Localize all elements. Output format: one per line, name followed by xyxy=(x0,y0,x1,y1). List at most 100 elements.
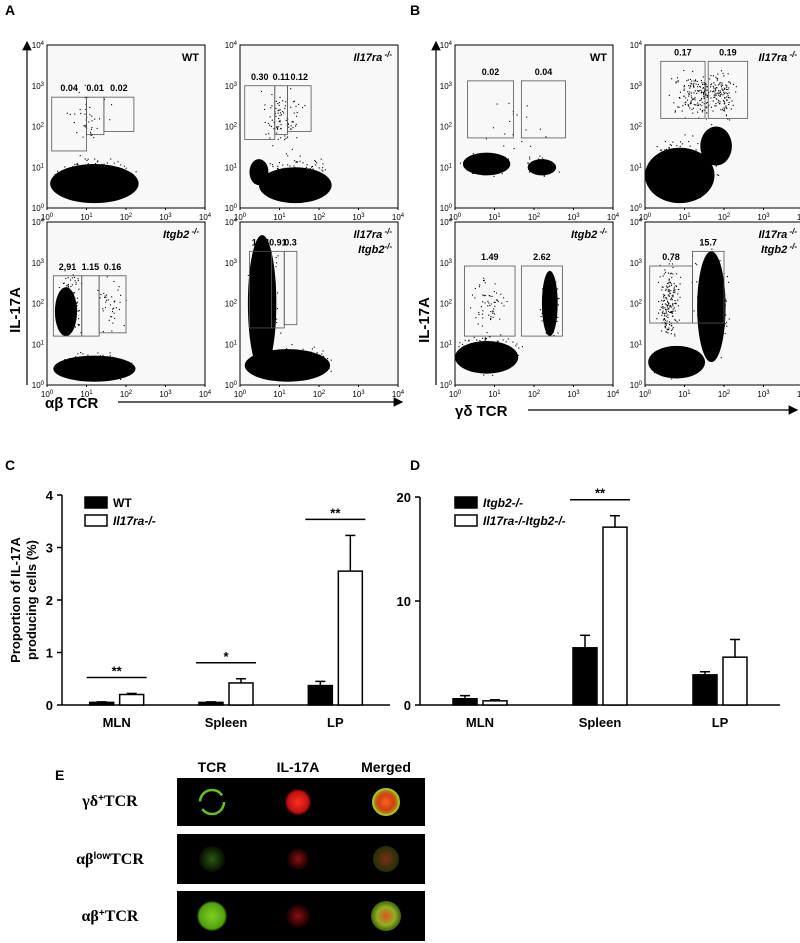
event-dot xyxy=(71,277,73,279)
event-dot xyxy=(111,367,113,369)
x-tick-label: 103 xyxy=(352,213,365,222)
event-dot xyxy=(497,357,499,359)
event-dot xyxy=(494,170,496,172)
event-dot xyxy=(285,349,287,351)
genotype-label: Il17ra -/- xyxy=(758,50,797,65)
event-dot xyxy=(713,96,715,98)
event-dot xyxy=(254,275,256,277)
event-dot xyxy=(716,307,718,309)
event-dot xyxy=(500,166,502,168)
event-dot xyxy=(545,136,547,138)
event-dot xyxy=(490,169,492,171)
event-dot xyxy=(468,340,470,342)
y-tick-label: 103 xyxy=(630,82,643,91)
event-dot xyxy=(278,162,280,164)
event-dot xyxy=(302,171,304,173)
event-dot xyxy=(286,348,288,350)
row-label: γδ+TCR xyxy=(81,793,138,811)
event-dot xyxy=(326,368,328,370)
gate xyxy=(286,85,312,132)
event-dot xyxy=(480,352,482,354)
event-dot xyxy=(288,180,290,182)
event-dot xyxy=(543,172,545,174)
event-dot xyxy=(687,79,689,81)
event-dot xyxy=(78,325,80,327)
x-tick-label: LP xyxy=(327,715,344,730)
event-dot xyxy=(690,182,692,184)
event-dot xyxy=(667,301,669,303)
event-dot xyxy=(508,351,510,353)
event-dot xyxy=(498,366,500,368)
event-dot xyxy=(541,170,543,172)
event-dot xyxy=(288,176,290,178)
y-tick-label: 102 xyxy=(630,123,643,132)
superscript: 3 xyxy=(234,82,238,88)
event-dot xyxy=(279,186,281,188)
event-dot xyxy=(666,331,668,333)
event-dot xyxy=(710,297,712,299)
event-dot xyxy=(702,285,704,287)
event-dot xyxy=(694,364,696,366)
x-tick-label: 101 xyxy=(80,390,93,399)
event-dot xyxy=(488,167,490,169)
event-dot xyxy=(78,190,80,192)
superscript: 3 xyxy=(168,390,172,396)
event-dot xyxy=(265,270,267,272)
event-dot xyxy=(680,188,682,190)
event-dot xyxy=(268,342,270,344)
event-dot xyxy=(295,190,297,192)
event-dot xyxy=(714,306,716,308)
event-dot xyxy=(68,359,70,361)
event-dot xyxy=(74,113,76,115)
event-dot xyxy=(82,363,84,365)
event-dot xyxy=(261,317,263,319)
event-dot xyxy=(472,155,474,157)
event-dot xyxy=(528,171,530,173)
event-dot xyxy=(294,174,296,176)
event-dot xyxy=(78,310,80,312)
event-dot xyxy=(261,288,263,290)
event-dot xyxy=(305,168,307,170)
event-dot xyxy=(539,168,541,170)
event-dot xyxy=(276,322,278,324)
event-dot xyxy=(279,112,281,114)
event-dot xyxy=(688,105,690,107)
event-dot xyxy=(664,312,666,314)
event-dot xyxy=(327,358,329,360)
event-dot xyxy=(665,315,667,317)
event-dot xyxy=(695,149,697,151)
event-dot xyxy=(265,275,267,277)
event-dot xyxy=(719,280,721,282)
event-dot xyxy=(506,301,508,303)
event-dot xyxy=(112,373,114,375)
event-dot xyxy=(486,332,488,334)
event-dot xyxy=(684,134,686,136)
superscript: 2 xyxy=(639,123,643,129)
gate xyxy=(660,60,706,119)
event-dot xyxy=(278,109,280,111)
event-dot xyxy=(68,364,70,366)
event-dot xyxy=(294,167,296,169)
bar xyxy=(482,700,508,706)
event-dot xyxy=(69,307,71,309)
event-dot xyxy=(260,348,262,350)
event-dot xyxy=(543,169,545,171)
event-dot xyxy=(727,95,729,97)
event-dot xyxy=(665,361,667,363)
event-dot xyxy=(697,301,699,303)
event-dot xyxy=(663,294,665,296)
event-dot xyxy=(709,294,711,296)
event-dot xyxy=(712,306,714,308)
event-dot xyxy=(498,349,500,351)
event-dot xyxy=(495,369,497,371)
event-dot xyxy=(102,308,104,310)
event-dot xyxy=(679,363,681,365)
panel-letter: E xyxy=(55,767,64,783)
event-dot xyxy=(667,316,669,318)
event-dot xyxy=(80,359,82,361)
event-dot xyxy=(473,168,475,170)
event-dot xyxy=(556,306,558,308)
event-dot xyxy=(256,306,258,308)
event-dot xyxy=(72,292,74,294)
event-dot xyxy=(317,373,319,375)
